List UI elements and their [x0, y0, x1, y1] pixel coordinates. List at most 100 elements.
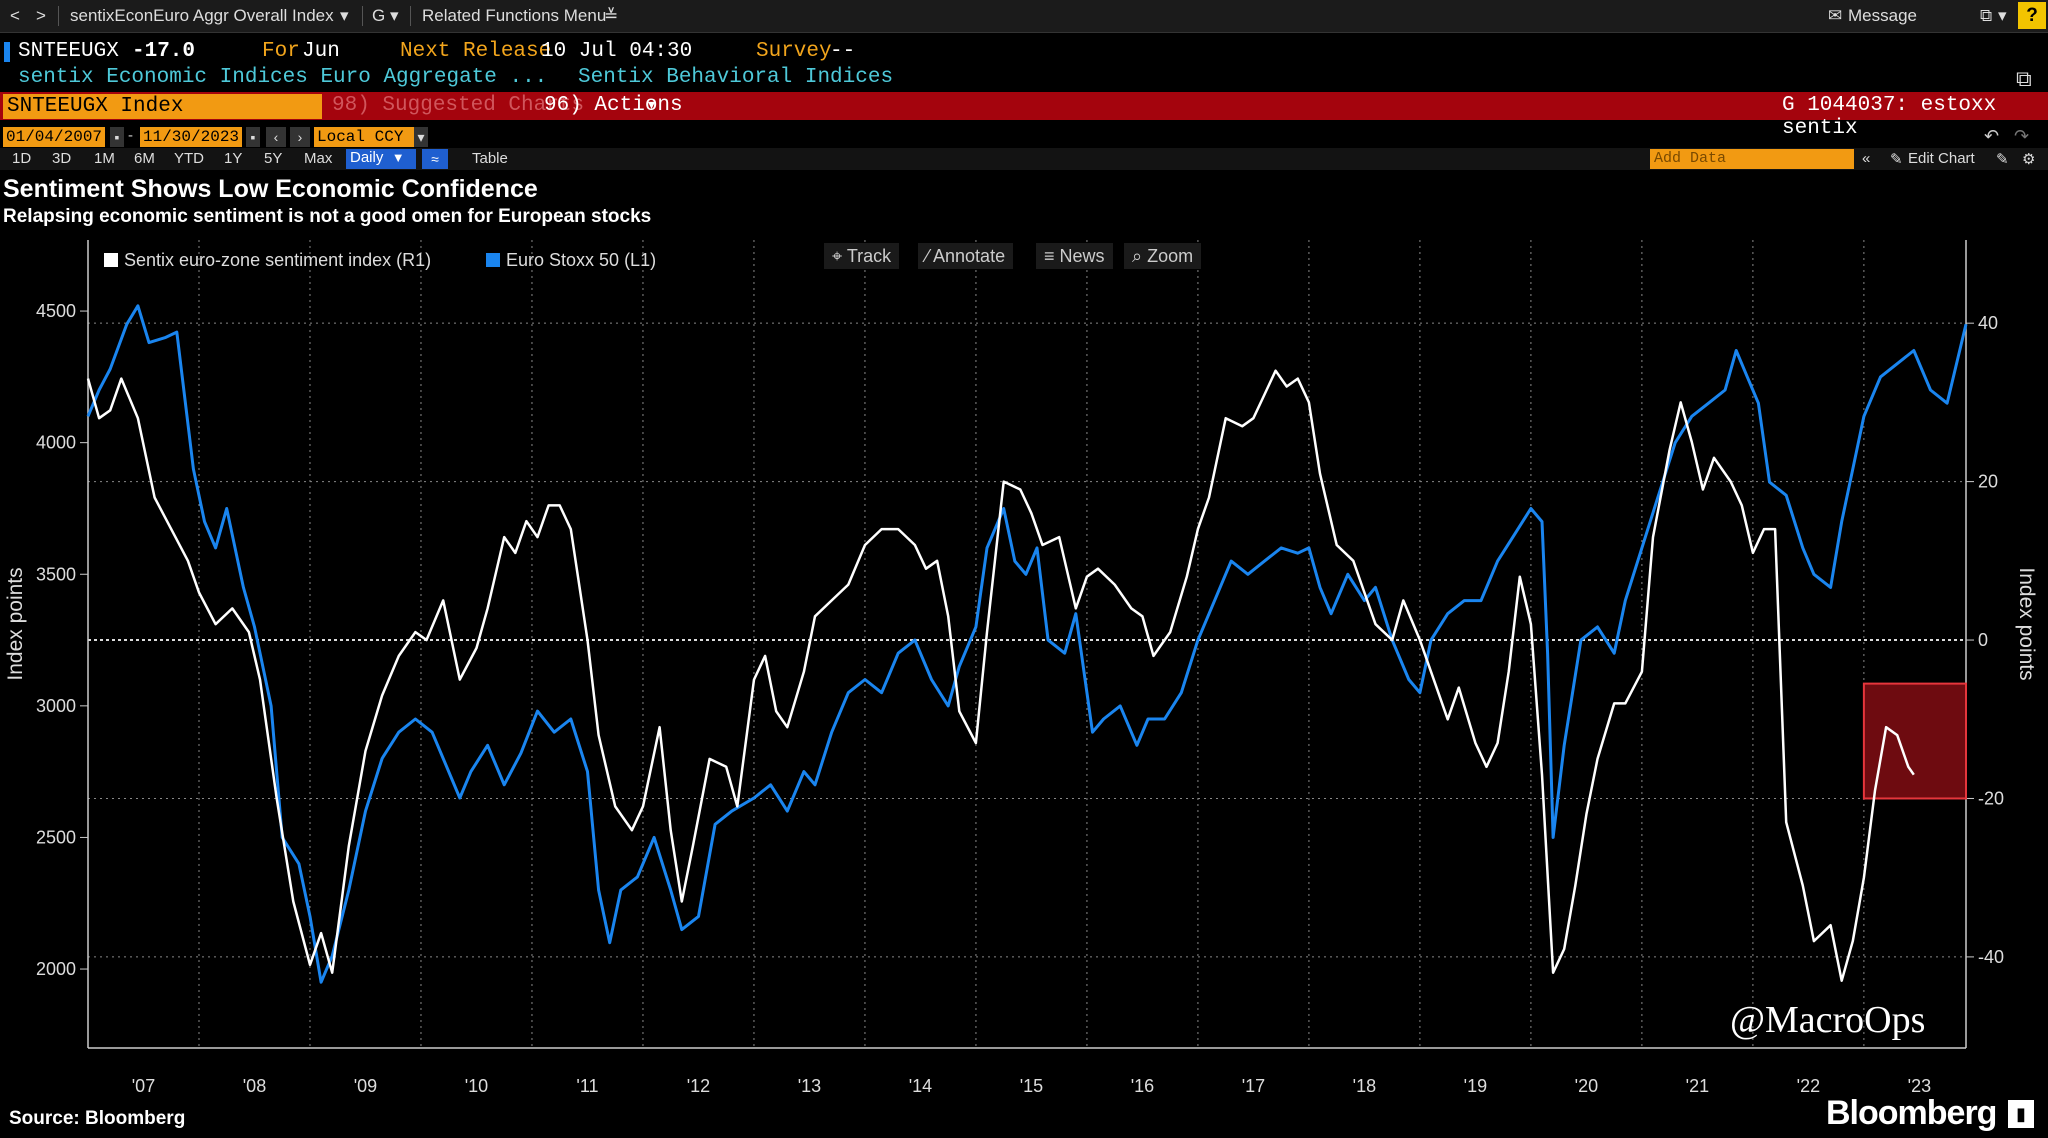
line-chart-icon[interactable]: ≈: [422, 149, 448, 169]
left-tick-label: 4500: [36, 301, 76, 321]
range-button-ytd[interactable]: YTD: [174, 150, 204, 167]
index-description-link[interactable]: sentix Economic Indices Euro Aggregate .…: [18, 66, 548, 89]
message-button[interactable]: Message: [1848, 6, 1917, 25]
left-tick-label: 3000: [36, 696, 76, 716]
calendar-icon[interactable]: ▪: [110, 127, 124, 147]
chevron-down-icon: ▾: [1998, 6, 2007, 25]
zoom-button[interactable]: ⌕ Zoom: [1124, 243, 1202, 269]
series-lines: [86, 304, 1968, 984]
gridlines: [87, 240, 1966, 1048]
popout-icon[interactable]: ⧉: [2016, 66, 2032, 91]
legend-swatch: [486, 253, 500, 267]
bar-chart-icon: ▮: [2008, 1100, 2034, 1128]
chevron-down-icon: ▾: [390, 6, 399, 25]
track-button[interactable]: ⌖ Track: [824, 243, 900, 269]
legend-item-stoxx[interactable]: Euro Stoxx 50 (L1): [486, 250, 656, 271]
x-tick-label: '14: [909, 1076, 932, 1096]
help-button[interactable]: ?: [2018, 2, 2046, 29]
frequency-select[interactable]: Daily ▼: [346, 149, 416, 169]
suggested-charts-button[interactable]: 98) Suggested Charts: [332, 94, 585, 117]
redo-icon[interactable]: ↷: [2014, 126, 2030, 146]
ticker-symbol: SNTEEUGX: [18, 40, 119, 63]
range-button-1m[interactable]: 1M: [94, 150, 115, 167]
related-functions-menu[interactable]: Related Functions Menu: [422, 6, 607, 25]
x-tick-label: '10: [465, 1076, 488, 1096]
x-tick-label: '13: [798, 1076, 821, 1096]
back-button[interactable]: <: [10, 6, 20, 25]
next-release-label: Next Release: [400, 40, 552, 63]
chevron-down-icon[interactable]: ▾: [414, 127, 428, 147]
table-button[interactable]: Table: [472, 150, 508, 167]
search-icon: ⌕: [1132, 246, 1148, 266]
collapse-icon[interactable]: «: [1862, 150, 1871, 167]
security-selector[interactable]: sentixEconEuro Aggr Overall Index: [70, 6, 334, 25]
undo-icon[interactable]: ↶: [1984, 126, 2000, 146]
last-value: -17.0: [132, 40, 196, 63]
gear-icon[interactable]: ⚙: [2022, 151, 2036, 168]
series-line-sentix: [86, 369, 1915, 982]
x-tick-label: '16: [1131, 1076, 1154, 1096]
range-button-1y[interactable]: 1Y: [224, 150, 243, 167]
legend-item-sentix[interactable]: Sentix euro-zone sentiment index (R1): [104, 250, 431, 271]
g-menu[interactable]: G: [372, 6, 386, 25]
annotate-button[interactable]: ⁄ Annotate: [918, 243, 1014, 269]
chevron-left-icon[interactable]: ‹: [266, 127, 286, 147]
right-tick-label: 20: [1978, 472, 1998, 492]
source-note: Source: Bloomberg: [9, 1108, 186, 1129]
x-tick-label: '07: [132, 1076, 155, 1096]
x-tick-label: '15: [1020, 1076, 1043, 1096]
range-button-6m[interactable]: 6M: [134, 150, 155, 167]
chart-subtitle: Relapsing economic sentiment is not a go…: [3, 206, 652, 227]
window-icon[interactable]: ⧉: [1980, 6, 1993, 25]
for-value: Jun: [302, 40, 340, 63]
x-tick-label: '21: [1686, 1076, 1709, 1096]
add-data-input[interactable]: Add Data: [1650, 149, 1854, 169]
chart-axes: [80, 240, 1974, 1049]
news-button[interactable]: ≡ News: [1036, 243, 1113, 269]
right-tick-label: 40: [1978, 313, 1998, 333]
survey-label: Survey: [756, 40, 832, 63]
actions-button[interactable]: 96) Actions: [544, 94, 683, 117]
end-date-input[interactable]: 11/30/2023: [140, 127, 243, 147]
range-button-1d[interactable]: 1D: [12, 150, 32, 167]
chart-title: Sentiment Shows Low Economic Confidence: [3, 175, 538, 203]
right-tick-label: 0: [1978, 630, 1988, 650]
range-bar: [0, 148, 2048, 170]
chevron-right-icon[interactable]: ›: [290, 127, 310, 147]
range-button-3d[interactable]: 3D: [52, 150, 72, 167]
left-tick-label: 2000: [36, 959, 76, 979]
bloomberg-logo: Bloomberg: [1826, 1094, 1997, 1132]
survey-value: --: [830, 40, 856, 63]
range-button-max[interactable]: Max: [304, 150, 333, 167]
edit-icon[interactable]: ✎: [1996, 151, 2009, 168]
x-tick-label: '11: [576, 1076, 598, 1096]
x-tick-label: '12: [687, 1076, 710, 1096]
for-label: For: [262, 40, 300, 63]
right-tick-label: -20: [1978, 788, 2004, 808]
x-tick-label: '09: [354, 1076, 377, 1096]
edit-chart-button[interactable]: Edit Chart: [1908, 150, 1975, 167]
chart-id: G 1044037: estoxx sentix: [1782, 94, 1997, 140]
calendar-icon[interactable]: ▪: [246, 127, 260, 147]
range-button-5y[interactable]: 5Y: [264, 150, 283, 167]
tick-labels: 2000 2500 3000 3500 4000 4500 -40 -20 0 20 40 '07 '0…: [4, 301, 2038, 1096]
ticker-marker: [4, 42, 10, 62]
security-input[interactable]: SNTEEUGX Index: [3, 94, 322, 119]
x-tick-label: '19: [1464, 1076, 1487, 1096]
left-tick-label: 3500: [36, 564, 76, 584]
left-axis-title: Index points: [4, 567, 27, 680]
behavioral-indices-link[interactable]: Sentix Behavioral Indices: [578, 66, 894, 89]
currency-select[interactable]: Local CCY: [314, 127, 415, 147]
pencil-icon: ✎: [1890, 151, 1903, 168]
pencil-icon: ⁄: [926, 246, 934, 266]
next-release-value: 10 Jul 04:30: [541, 40, 693, 63]
watermark: @MacroOps: [1730, 999, 1926, 1041]
x-tick-label: '18: [1353, 1076, 1376, 1096]
x-tick-label: '23: [1908, 1076, 1931, 1096]
left-tick-label: 2500: [36, 827, 76, 847]
forward-button[interactable]: >: [36, 6, 46, 25]
legend-label: Euro Stoxx 50 (L1): [506, 250, 657, 270]
start-date-input[interactable]: 01/04/2007: [3, 127, 106, 147]
legend-swatch: [104, 253, 118, 267]
